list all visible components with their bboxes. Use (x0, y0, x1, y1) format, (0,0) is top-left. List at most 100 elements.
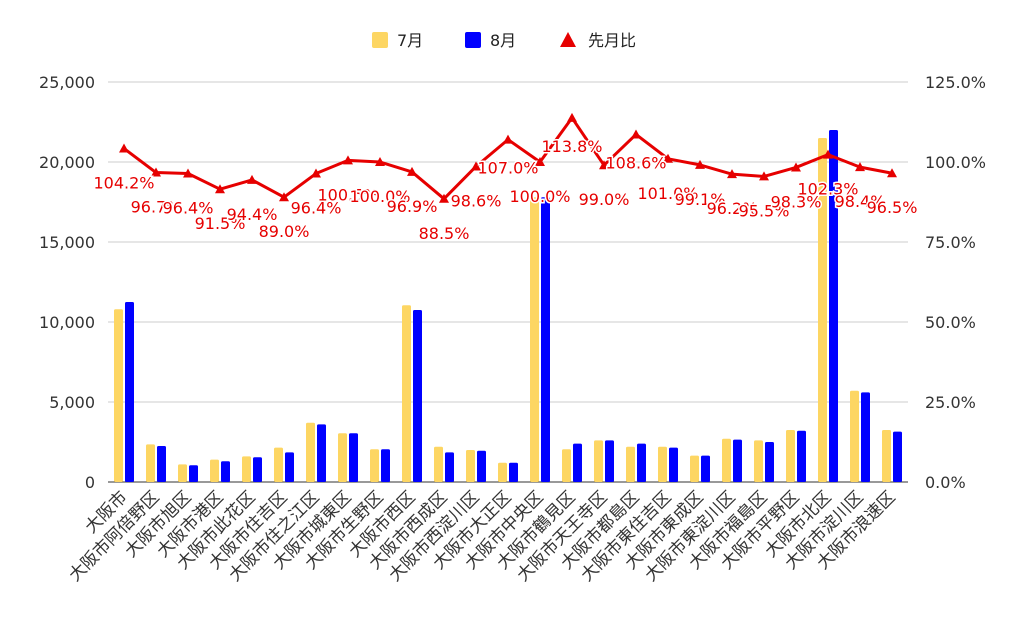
bar-august (797, 430, 806, 482)
y2-axis-tick-label: 125.0% (925, 73, 986, 92)
legend-label-july: 7月 (397, 31, 423, 50)
bar-july (882, 430, 891, 482)
bar-august (253, 457, 262, 482)
bar-july (626, 446, 635, 482)
right-axis: 0.0% 25.0% 50.0% 75.0% 100.0% 125.0% (925, 73, 986, 492)
ratio-point (535, 157, 545, 166)
ratio-point (119, 143, 129, 153)
ratio-data-label: 100.0% (349, 187, 410, 206)
ratio-data-label: 101.0% (637, 184, 698, 203)
bar-july (498, 462, 507, 482)
ratio-data-label: 89.0% (259, 222, 310, 241)
ratio-data-label: 100.5% (317, 185, 378, 204)
ratio-data-label: 96.9% (387, 197, 438, 216)
bar-july (722, 438, 731, 482)
y2-axis-tick-label: 75.0% (925, 233, 976, 252)
bar-august (157, 446, 166, 482)
ratio-point (279, 192, 289, 202)
ratio-point (215, 184, 225, 194)
y2-axis-tick-label: 0.0% (925, 473, 966, 492)
bar-august (221, 461, 230, 482)
bar-august (509, 462, 518, 482)
ratio-point (471, 161, 481, 171)
bar-july (466, 450, 475, 482)
legend-label-august: 8月 (490, 31, 516, 50)
bar-august (573, 443, 582, 482)
bar-july (434, 446, 443, 482)
bar-july (786, 430, 795, 482)
bar-july (562, 449, 571, 482)
ratio-point (823, 149, 833, 159)
y-axis-tick-label: 20,000 (39, 153, 95, 172)
bar-august (125, 302, 134, 482)
ratio-data-label: 99.1% (675, 190, 726, 209)
ratio-point (343, 155, 353, 165)
gridlines (108, 81, 908, 483)
bar-july (114, 309, 123, 482)
ratio-data-label: 95.5% (739, 201, 790, 220)
y-axis-tick-label: 15,000 (39, 233, 95, 252)
bar-august (317, 424, 326, 482)
bar-august (285, 452, 294, 482)
ratio-point (567, 112, 577, 122)
bar-july (370, 449, 379, 482)
bars (114, 130, 902, 482)
legend-marker-ratio (560, 32, 576, 47)
ratio-point (887, 168, 897, 178)
ratio-data-labels: 104.2%96.7%96.4%91.5%94.4%89.0%96.4%100.… (92, 135, 919, 244)
ratio-data-label: 96.2% (707, 199, 758, 218)
bar-august (701, 455, 710, 482)
y2-axis-tick-label: 25.0% (925, 393, 976, 412)
ratio-data-label: 96.4% (163, 199, 214, 218)
ratio-point (631, 129, 641, 139)
bar-july (754, 440, 763, 482)
ratio-data-label: 98.3% (771, 192, 822, 211)
ratio-point (727, 169, 737, 179)
ratio-point (599, 160, 609, 170)
ratio-point (311, 168, 321, 178)
bar-july (146, 444, 155, 482)
ratio-data-label: 113.8% (541, 137, 602, 156)
bar-august (861, 392, 870, 482)
bar-august (893, 431, 902, 482)
bar-august (605, 440, 614, 482)
ratio-point (663, 153, 673, 163)
bar-august (765, 442, 774, 482)
bar-august (669, 447, 678, 482)
bar-august (445, 452, 454, 482)
ratio-point (151, 167, 161, 177)
y2-axis-tick-label: 100.0% (925, 153, 986, 172)
ratio-data-label: 88.5% (419, 224, 470, 243)
legend-swatch-july (372, 32, 388, 48)
bar-july (402, 305, 411, 482)
bar-august (349, 433, 358, 482)
legend-swatch-august (465, 32, 481, 48)
bar-july (658, 446, 667, 482)
bar-july (242, 456, 251, 482)
x-axis: 大阪市大阪市阿倍野区大阪市旭区大阪市港区大阪市此花区大阪市住吉区大阪市住之江区大… (65, 487, 899, 585)
ratio-point (759, 171, 769, 181)
bar-august (637, 443, 646, 482)
ratio-point (695, 159, 705, 169)
bar-august (733, 439, 742, 482)
ratio-point (439, 193, 449, 203)
bar-july (338, 433, 347, 482)
ratio-point (407, 166, 417, 176)
ratio-data-label: 94.4% (227, 205, 278, 224)
ratio-data-label: 98.4% (835, 192, 886, 211)
bar-july (850, 390, 859, 482)
legend: 7月 8月 先月比 (372, 31, 636, 50)
ratio-line-series (119, 112, 897, 203)
ratio-point (791, 162, 801, 172)
ratio-data-label: 107.0% (477, 159, 538, 178)
ratio-data-label: 96.4% (291, 199, 342, 218)
bar-july (530, 197, 539, 482)
ratio-point (503, 134, 513, 144)
ratio-data-label: 96.7% (131, 198, 182, 217)
ratio-point (375, 157, 385, 166)
bar-july (306, 422, 315, 482)
ratio-data-label: 91.5% (195, 214, 246, 233)
ratio-point (855, 162, 865, 172)
bar-august (381, 449, 390, 482)
left-axis: 0 5,000 10,000 15,000 20,000 25,000 (39, 73, 95, 492)
